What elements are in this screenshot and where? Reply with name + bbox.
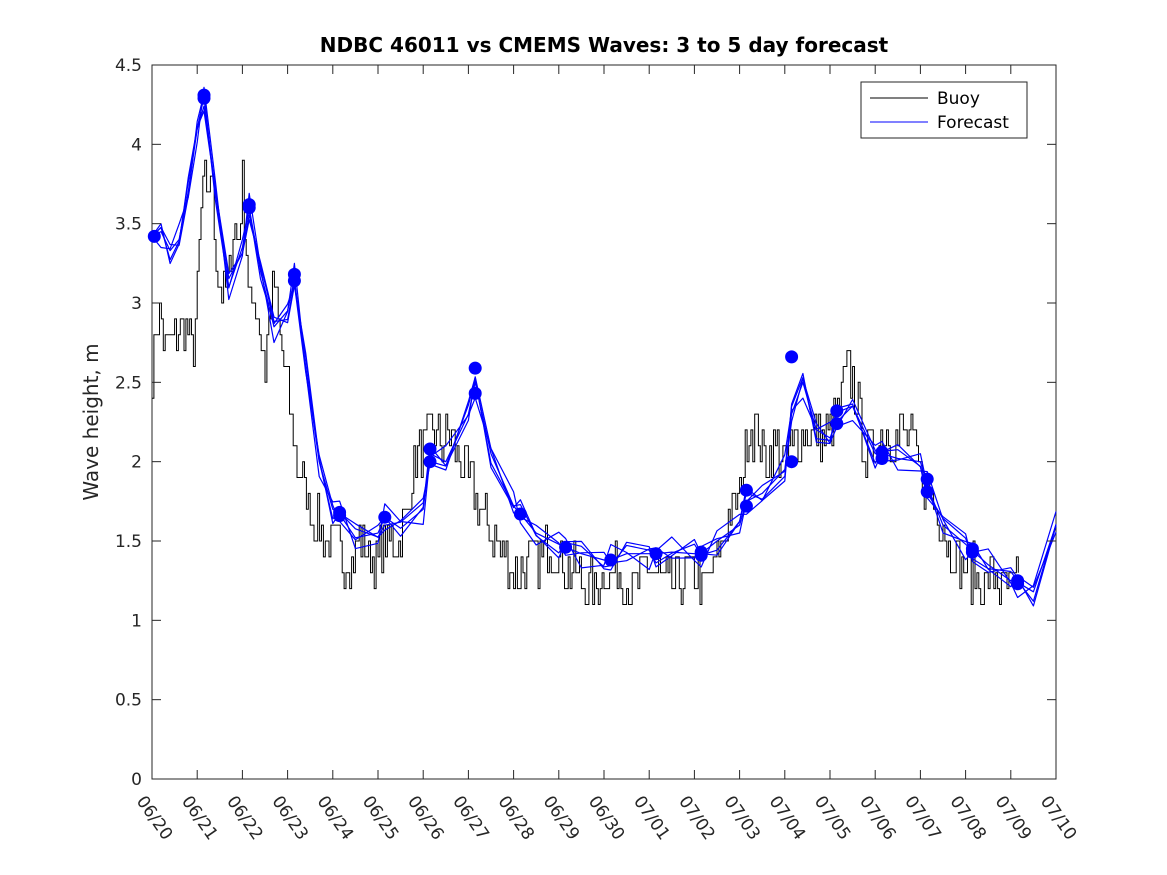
forecast-marker (287, 274, 301, 288)
x-tick-label: 06/25 (358, 792, 402, 844)
y-tick-label: 3.5 (115, 215, 142, 235)
x-tick-label: 06/20 (132, 792, 176, 844)
forecast-marker (830, 404, 844, 418)
axes-box (151, 64, 1057, 780)
x-tick-label: 06/22 (222, 792, 266, 844)
x-tick-label: 07/04 (765, 792, 809, 844)
forecast-marker (694, 548, 708, 562)
forecast-marker (830, 417, 844, 431)
buoy-line (152, 159, 1019, 605)
y-tick-label: 0.5 (115, 691, 142, 711)
y-tick-label: 0 (131, 770, 142, 790)
x-tick-label: 07/02 (674, 792, 718, 844)
forecast-marker (1011, 577, 1025, 591)
forecast-marker (739, 483, 753, 497)
x-tick-label: 07/06 (855, 792, 899, 844)
legend-box (860, 81, 1028, 139)
chart-title: NDBC 46011 vs CMEMS Waves: 3 to 5 day fo… (320, 33, 889, 57)
forecast-marker (785, 455, 799, 469)
y-tick-label: 2.5 (115, 373, 142, 393)
plot-area (147, 64, 1057, 780)
legend: Buoy Forecast (860, 81, 1028, 139)
x-tick-label: 06/21 (177, 792, 221, 844)
forecast-marker (378, 510, 392, 524)
x-tick-label: 06/26 (403, 792, 447, 844)
forecast-markers (147, 88, 1025, 591)
y-axis-label: Wave height, m (79, 343, 103, 500)
forecast-marker (468, 361, 482, 375)
forecast-marker (559, 540, 573, 554)
forecast-marker (513, 507, 527, 521)
x-tick-label: 07/05 (810, 792, 854, 844)
y-tick-label: 1.5 (115, 532, 142, 552)
x-tick-label: 07/07 (900, 792, 944, 844)
forecast-marker (468, 386, 482, 400)
y-tick-label: 2 (131, 453, 142, 473)
forecast-marker (785, 350, 799, 364)
forecast-marker (649, 547, 663, 561)
y-tick-label: 3 (131, 294, 142, 314)
x-tick-label: 06/24 (313, 792, 357, 844)
forecast-marker (242, 201, 256, 215)
x-tick-label: 06/23 (268, 792, 312, 844)
legend-label-buoy: Buoy (937, 89, 980, 109)
x-tick-label: 06/29 (539, 792, 583, 844)
y-tick-label: 4.5 (115, 56, 142, 76)
forecast-marker (965, 545, 979, 559)
forecast-marker (333, 509, 347, 523)
x-tick-label: 06/27 (448, 792, 492, 844)
forecast-marker (739, 499, 753, 513)
buoy-series (152, 159, 1019, 605)
x-tick-label: 07/03 (720, 792, 764, 844)
x-tick-label: 06/30 (584, 792, 628, 844)
forecast-marker (423, 442, 437, 456)
forecast-marker (147, 229, 161, 243)
forecast-marker (920, 472, 934, 486)
forecast-marker (920, 485, 934, 499)
legend-label-forecast: Forecast (937, 113, 1009, 133)
forecast-marker (604, 553, 618, 567)
forecast-marker (423, 455, 437, 469)
y-tick-label: 4 (131, 135, 142, 155)
x-tick-label: 07/08 (946, 792, 990, 844)
forecast-marker (875, 452, 889, 465)
x-tick-label: 07/10 (1036, 792, 1080, 844)
x-tick-label: 07/09 (991, 792, 1035, 844)
x-tick-label: 07/01 (629, 792, 673, 844)
y-axis: 0 0.5 1 1.5 2 2.5 3 3.5 4 4.5 (115, 56, 1056, 790)
forecast-marker (197, 91, 211, 105)
forecast-line (151, 86, 1057, 599)
x-tick-label: 06/28 (494, 792, 538, 844)
y-tick-label: 1 (131, 611, 142, 631)
